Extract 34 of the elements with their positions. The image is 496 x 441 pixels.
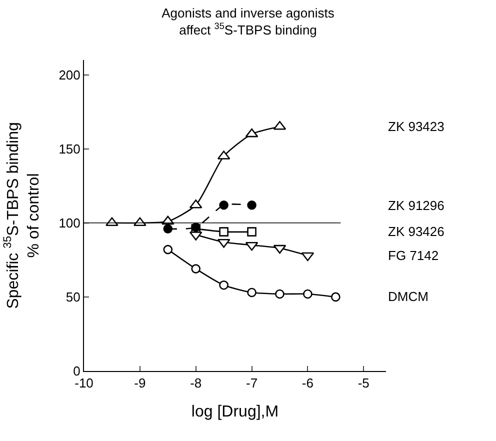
text: FG 7142 (388, 248, 439, 263)
x-tick-label: -7 (246, 376, 258, 391)
y-tick-label: 200 (58, 67, 80, 82)
point (189, 199, 202, 208)
text: ZK 93426 (388, 224, 444, 239)
point (247, 200, 256, 210)
point (301, 252, 314, 262)
x-tick-label: -8 (190, 376, 202, 391)
point (163, 224, 173, 234)
point (245, 128, 258, 138)
x-tick-label: -5 (358, 376, 370, 391)
text: ZK 93423 (388, 119, 444, 134)
point (245, 242, 258, 251)
y-tick-label: 100 (58, 215, 80, 230)
point (273, 120, 286, 130)
point (219, 227, 228, 236)
point (163, 244, 173, 254)
point (331, 292, 340, 302)
point (191, 264, 200, 274)
x-axis-title: log [Drug],M (191, 403, 279, 420)
point (273, 244, 286, 254)
y-tick-label: 50 (66, 290, 80, 304)
point (303, 289, 312, 299)
point (219, 200, 228, 210)
text: ZK 91296 (388, 198, 444, 213)
chart-title: Agonists and inverse agonists affect $^{35}$S-TBPS binding (162, 6, 335, 38)
point (219, 280, 228, 290)
point (247, 288, 256, 298)
y-tick-label: 150 (58, 141, 80, 156)
text: DMCM (388, 289, 428, 304)
x-tick-label: -6 (302, 376, 314, 391)
x-tick-label: -9 (134, 376, 146, 391)
point (247, 227, 256, 236)
point (275, 289, 284, 299)
